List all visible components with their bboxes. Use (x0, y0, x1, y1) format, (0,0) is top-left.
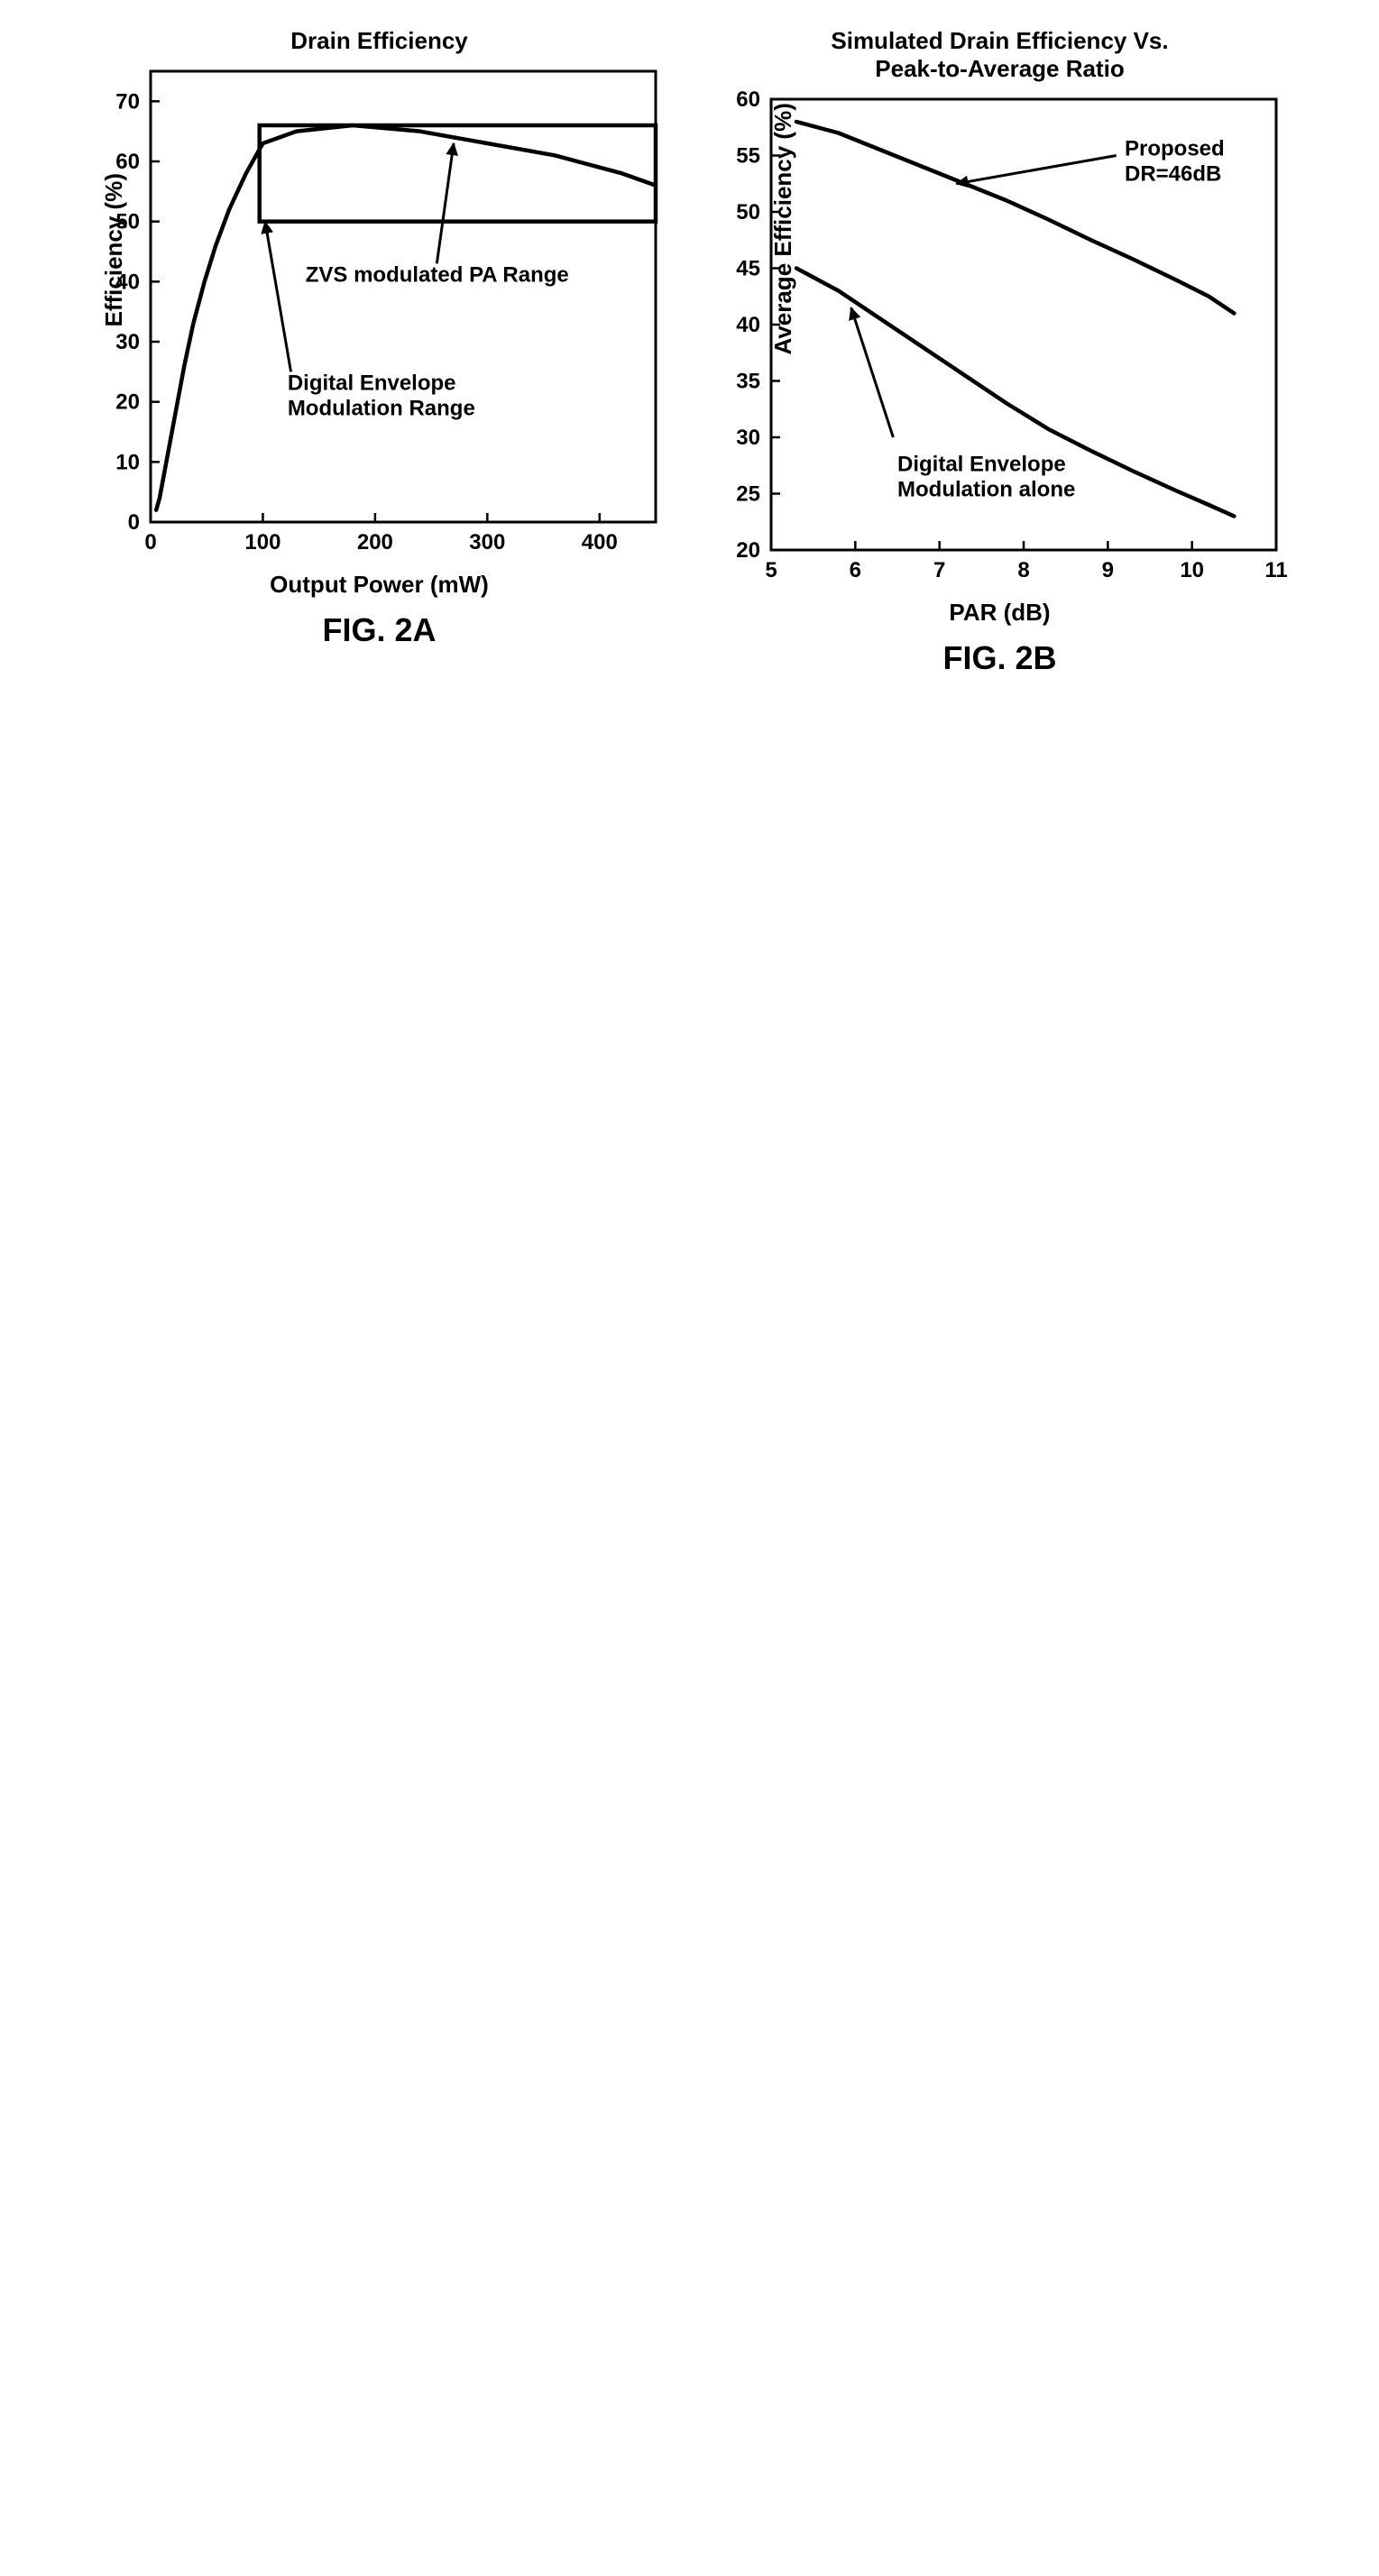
svg-text:DR=46dB: DR=46dB (1125, 162, 1221, 187)
fig-a-caption: FIG. 2A (322, 611, 436, 649)
svg-text:100: 100 (244, 530, 280, 555)
svg-text:Digital Envelope: Digital Envelope (287, 371, 455, 395)
fig-a-svg: 0100200300400010203040506070ZVS modulate… (87, 60, 672, 565)
svg-text:40: 40 (736, 313, 760, 337)
fig-a-chart: Efficiency (%) 0100200300400010203040506… (87, 60, 672, 565)
svg-text:10: 10 (115, 450, 140, 474)
figure-2a-panel: Drain Efficiency Efficiency (%) 01002003… (87, 27, 672, 649)
svg-text:60: 60 (736, 88, 760, 112)
fig-b-ylabel: Average Efficiency (%) (769, 103, 797, 354)
svg-text:10: 10 (1180, 558, 1204, 582)
svg-text:45: 45 (736, 257, 760, 281)
svg-text:Digital Envelope: Digital Envelope (897, 453, 1066, 477)
svg-text:0: 0 (144, 530, 156, 555)
svg-text:70: 70 (115, 89, 140, 114)
svg-text:9: 9 (1101, 558, 1113, 582)
svg-text:50: 50 (736, 200, 760, 225)
svg-text:0: 0 (127, 510, 139, 535)
fig-b-xlabel: PAR (dB) (949, 599, 1050, 627)
svg-text:5: 5 (765, 558, 777, 582)
fig-a-ylabel: Efficiency (%) (99, 173, 127, 327)
fig-a-title: Drain Efficiency (290, 27, 468, 55)
svg-text:400: 400 (581, 530, 617, 555)
figure-2b-panel: Simulated Drain Efficiency Vs. Peak-to-A… (708, 27, 1292, 677)
svg-text:Modulation Range: Modulation Range (287, 396, 474, 420)
svg-text:300: 300 (469, 530, 505, 555)
svg-text:200: 200 (356, 530, 392, 555)
svg-text:20: 20 (736, 538, 760, 563)
svg-text:ZVS modulated PA Range: ZVS modulated PA Range (305, 262, 568, 287)
fig-a-xlabel: Output Power (mW) (270, 571, 489, 599)
svg-text:55: 55 (736, 144, 760, 169)
svg-text:30: 30 (115, 330, 140, 354)
svg-text:7: 7 (933, 558, 944, 582)
svg-text:30: 30 (736, 426, 760, 450)
svg-text:35: 35 (736, 370, 760, 394)
svg-text:6: 6 (849, 558, 860, 582)
svg-text:60: 60 (115, 150, 140, 174)
fig-b-chart: Average Efficiency (%) 5 6 7 8 9 10 11 20 25 30 35… (708, 88, 1292, 593)
svg-text:11: 11 (1264, 558, 1287, 582)
fig-b-caption: FIG. 2B (942, 639, 1056, 677)
fig-b-title: Simulated Drain Efficiency Vs. Peak-to-A… (831, 27, 1168, 83)
svg-text:8: 8 (1017, 558, 1029, 582)
svg-text:Proposed: Proposed (1125, 137, 1225, 161)
svg-text:20: 20 (115, 390, 140, 415)
svg-text:Modulation alone: Modulation alone (897, 478, 1075, 502)
svg-text:25: 25 (736, 482, 760, 507)
